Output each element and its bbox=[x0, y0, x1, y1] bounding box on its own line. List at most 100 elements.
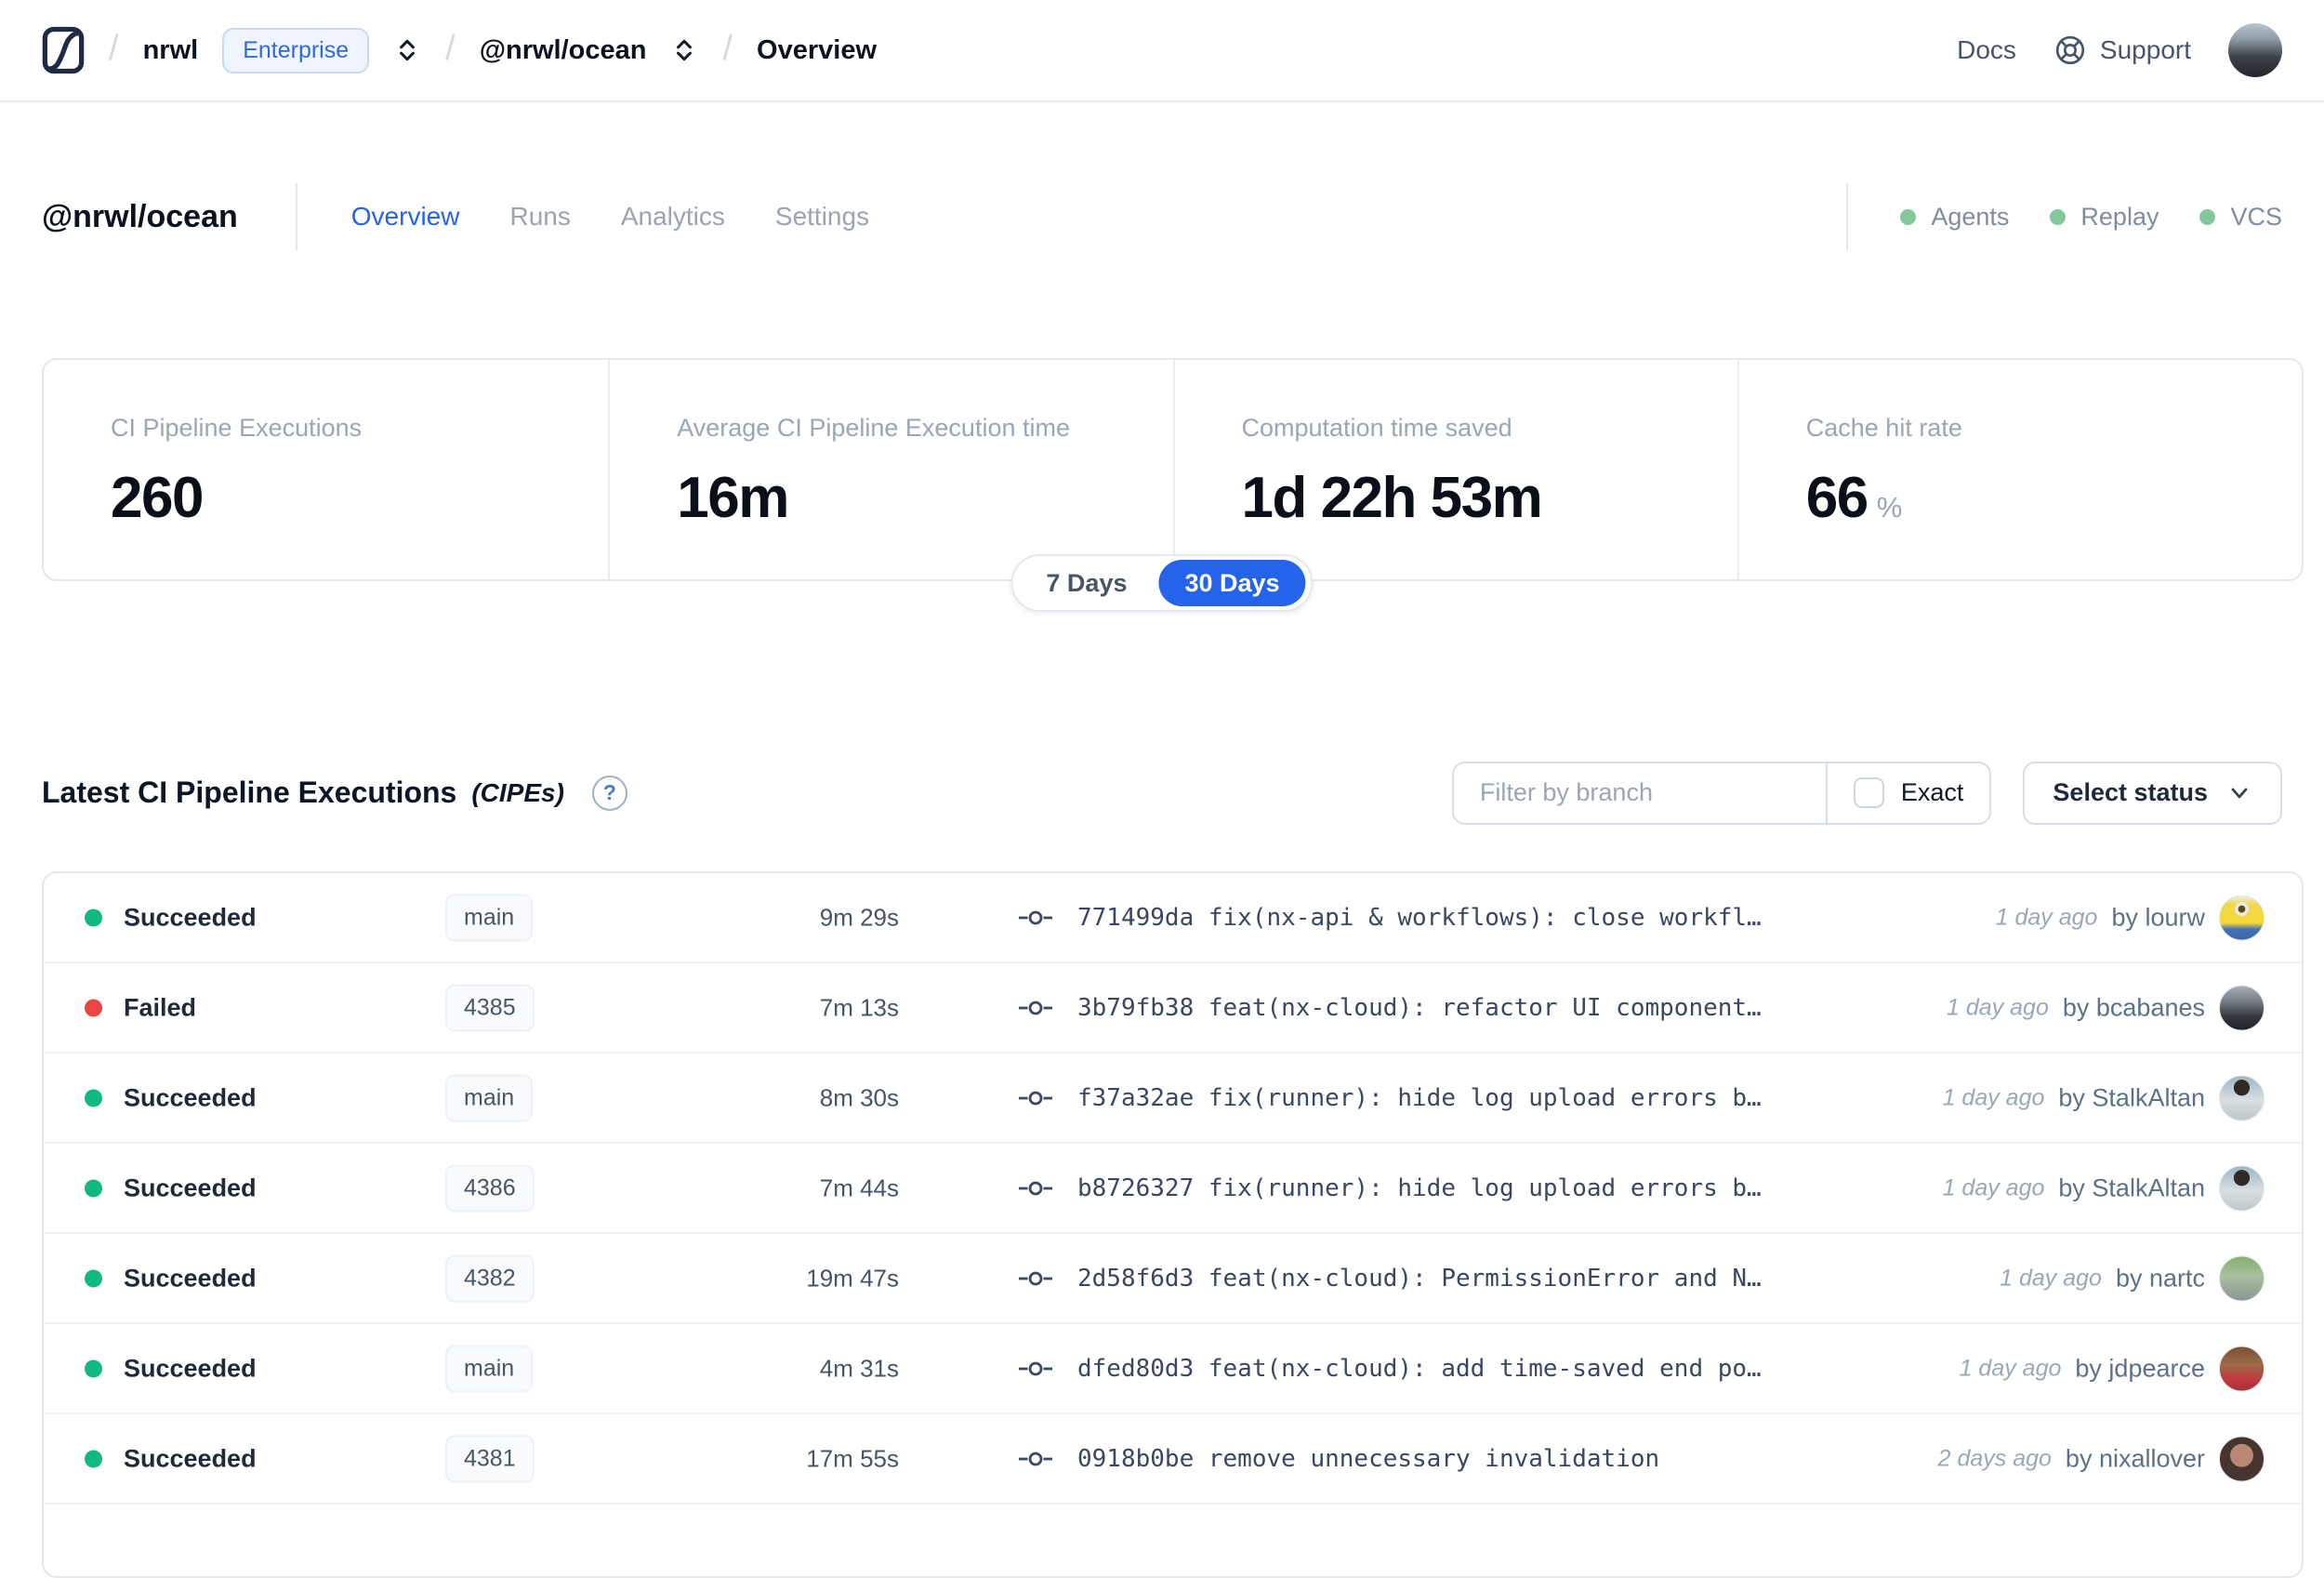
tab-overview[interactable]: Overview bbox=[350, 202, 460, 231]
workspace-switcher-chevrons-icon[interactable] bbox=[670, 36, 698, 64]
feature-replay[interactable]: Replay bbox=[2050, 203, 2159, 232]
author[interactable]: by StalkAltan bbox=[2058, 1174, 2205, 1201]
duration: 7m 44s bbox=[819, 1174, 899, 1201]
divider bbox=[295, 183, 297, 250]
tab-runs[interactable]: Runs bbox=[509, 202, 571, 231]
cipes-section-header: Latest CI Pipeline Executions (CIPEs) ? … bbox=[42, 758, 2282, 828]
git-commit-icon bbox=[1019, 1361, 1052, 1375]
table-row[interactable]: Succeeded main 4m 31s dfed80d3 feat(nx-c… bbox=[44, 1324, 2302, 1414]
profile-avatar[interactable] bbox=[2228, 23, 2282, 77]
exact-checkbox[interactable] bbox=[1853, 777, 1884, 808]
author-avatar[interactable] bbox=[2219, 1075, 2265, 1121]
branch-badge[interactable]: 4381 bbox=[445, 1435, 535, 1482]
stat-computation-time-saved: Computation time saved 1d 22h 53m bbox=[1172, 360, 1737, 579]
author[interactable]: by nixallover bbox=[2065, 1444, 2205, 1472]
timestamp: 1 day ago bbox=[2000, 1265, 2102, 1291]
period-toggle: 7 Days 30 Days bbox=[1010, 554, 1314, 612]
tab-analytics[interactable]: Analytics bbox=[620, 202, 725, 231]
commit-message[interactable]: f37a32ae fix(runner): hide log upload er… bbox=[1077, 1083, 1762, 1112]
author-avatar[interactable] bbox=[2219, 1436, 2265, 1481]
git-commit-icon bbox=[1019, 1271, 1052, 1285]
stat-ci-pipeline-executions: CI Pipeline Executions 260 bbox=[111, 414, 363, 530]
author-avatar[interactable] bbox=[2219, 1346, 2265, 1391]
table-row[interactable]: Succeeded 4382 19m 47s 2d58f6d3 feat(nx-… bbox=[44, 1234, 2302, 1324]
author-avatar[interactable] bbox=[2219, 895, 2265, 940]
status-dot-icon bbox=[1900, 208, 1917, 225]
duration: 7m 13s bbox=[819, 993, 899, 1021]
status-dot-icon bbox=[85, 1089, 102, 1107]
breadcrumb-separator: / bbox=[109, 28, 119, 68]
author[interactable]: by StalkAltan bbox=[2058, 1083, 2205, 1111]
git-commit-icon bbox=[1019, 1452, 1052, 1465]
breadcrumb-separator: / bbox=[722, 28, 733, 68]
commit-message[interactable]: 3b79fb38 feat(nx-cloud): refactor UI com… bbox=[1077, 993, 1762, 1022]
status-dot-icon bbox=[85, 1269, 102, 1287]
branch-badge[interactable]: 4382 bbox=[445, 1254, 535, 1302]
branch-badge[interactable]: main bbox=[445, 894, 534, 941]
section-title-suffix: (CIPEs) bbox=[471, 777, 564, 807]
status-label: Succeeded bbox=[124, 1083, 257, 1111]
feature-agents[interactable]: Agents bbox=[1900, 203, 2009, 232]
divider bbox=[1846, 183, 1849, 250]
commit-message[interactable]: 771499da fix(nx-api & workflows): close … bbox=[1077, 903, 1762, 932]
table-row[interactable]: Succeeded 4386 7m 44s b8726327 fix(runne… bbox=[44, 1144, 2302, 1234]
table-row[interactable]: Failed 4385 7m 13s 3b79fb38 feat(nx-clou… bbox=[44, 963, 2302, 1054]
author[interactable]: by lourw bbox=[2111, 903, 2205, 931]
status-dot-icon bbox=[2050, 208, 2067, 225]
workspace-title: @nrwl/ocean bbox=[42, 198, 238, 234]
docs-link[interactable]: Docs bbox=[1957, 35, 2016, 64]
branch-badge[interactable]: 4386 bbox=[445, 1164, 535, 1212]
toggle-7-days[interactable]: 7 Days bbox=[1046, 568, 1128, 597]
workspace-tabs: Overview Runs Analytics Settings bbox=[351, 202, 869, 232]
timestamp: 1 day ago bbox=[1947, 994, 2049, 1020]
exact-label: Exact bbox=[1900, 778, 1964, 806]
branch-badge[interactable]: main bbox=[445, 1345, 534, 1392]
percent-unit: % bbox=[1876, 491, 1903, 524]
org-switcher-chevrons-icon[interactable] bbox=[393, 36, 421, 64]
toggle-30-days[interactable]: 30 Days bbox=[1158, 560, 1306, 606]
timestamp: 1 day ago bbox=[1942, 1084, 2045, 1110]
table-row[interactable]: Succeeded main 9m 29s 771499da fix(nx-ap… bbox=[44, 873, 2302, 963]
duration: 9m 29s bbox=[819, 903, 899, 931]
status-dot-icon bbox=[85, 908, 102, 926]
author[interactable]: by jdpearce bbox=[2075, 1354, 2205, 1382]
branch-badge[interactable]: 4385 bbox=[445, 984, 535, 1031]
enterprise-badge: Enterprise bbox=[222, 27, 370, 73]
feature-vcs[interactable]: VCS bbox=[2199, 203, 2282, 232]
table-row[interactable]: Succeeded main 8m 30s f37a32ae fix(runne… bbox=[44, 1054, 2302, 1144]
commit-message[interactable]: dfed80d3 feat(nx-cloud): add time-saved … bbox=[1077, 1354, 1762, 1383]
author-avatar[interactable] bbox=[2219, 985, 2265, 1030]
status-dot-icon bbox=[85, 999, 102, 1016]
commit-message[interactable]: 0918b0be remove unnecessary invalidation bbox=[1077, 1444, 1660, 1473]
commit-message[interactable]: b8726327 fix(runner): hide log upload er… bbox=[1077, 1174, 1762, 1202]
commit-message[interactable]: 2d58f6d3 feat(nx-cloud): PermissionError… bbox=[1077, 1264, 1762, 1293]
life-buoy-icon bbox=[2055, 35, 2085, 65]
help-icon[interactable]: ? bbox=[591, 775, 627, 811]
status-label: Succeeded bbox=[124, 903, 257, 931]
status-dot-icon bbox=[2199, 208, 2216, 225]
breadcrumb-org[interactable]: nrwl bbox=[142, 34, 199, 65]
breadcrumb: / nrwl Enterprise / @nrwl/ocean / Overvi… bbox=[42, 26, 877, 74]
git-commit-icon bbox=[1019, 1001, 1052, 1014]
stat-cache-hit-rate: Cache hit rate 66% bbox=[1736, 360, 2302, 579]
stats-cards: CI Pipeline Executions 260 Average CI Pi… bbox=[42, 358, 2304, 581]
duration: 8m 30s bbox=[819, 1083, 899, 1111]
breadcrumb-workspace[interactable]: @nrwl/ocean bbox=[479, 34, 647, 65]
author-avatar[interactable] bbox=[2219, 1165, 2265, 1211]
nx-cloud-logo-icon[interactable] bbox=[42, 26, 85, 74]
author[interactable]: by nartc bbox=[2115, 1264, 2205, 1292]
select-status-button[interactable]: Select status bbox=[2023, 761, 2282, 825]
status-label: Succeeded bbox=[124, 1174, 257, 1201]
author[interactable]: by bcabanes bbox=[2062, 993, 2205, 1021]
workspace-header: @nrwl/ocean Overview Runs Analytics Sett… bbox=[0, 166, 2324, 268]
status-label: Succeeded bbox=[124, 1354, 257, 1382]
timestamp: 1 day ago bbox=[1942, 1174, 2045, 1200]
branch-badge[interactable]: main bbox=[445, 1074, 534, 1121]
branch-filter-input[interactable] bbox=[1453, 762, 1826, 823]
support-link[interactable]: Support bbox=[2053, 33, 2191, 67]
tab-settings[interactable]: Settings bbox=[774, 202, 870, 231]
author-avatar[interactable] bbox=[2219, 1255, 2265, 1301]
table-row[interactable]: Succeeded 4381 17m 55s 0918b0be remove u… bbox=[44, 1414, 2302, 1505]
status-dot-icon bbox=[85, 1179, 102, 1197]
timestamp: 1 day ago bbox=[1959, 1355, 2062, 1381]
